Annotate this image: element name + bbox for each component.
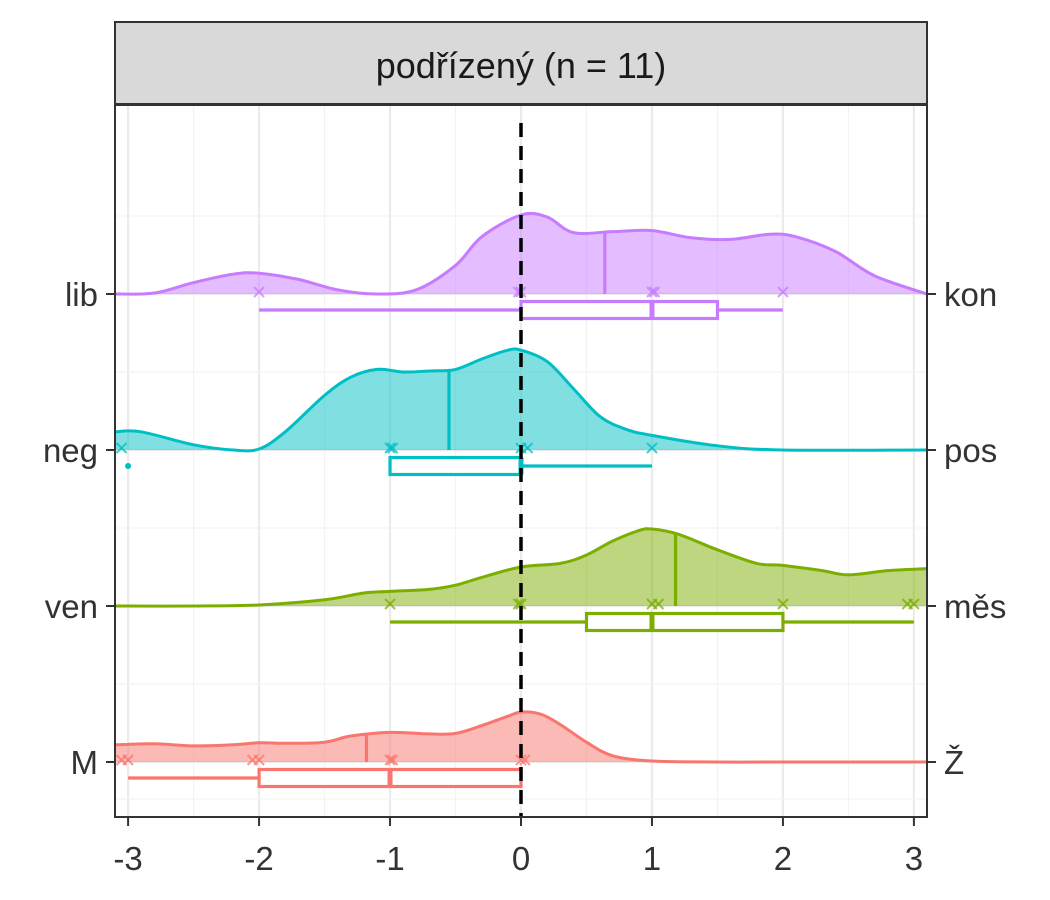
point-M-5 (386, 754, 399, 766)
point-stroke-b (521, 442, 534, 454)
box-neg (388, 455, 523, 477)
point-lib-0 (253, 286, 265, 298)
outlier-neg-0 (125, 463, 132, 469)
right-label-2: pos (944, 432, 997, 469)
point-stroke-b (652, 598, 665, 610)
point-neg-2 (386, 442, 399, 454)
left-label-0: M (71, 744, 99, 781)
point-lib-3 (646, 286, 658, 298)
point-lib-5 (777, 286, 789, 298)
density-area-lib (115, 213, 927, 295)
left-label-3: lib (65, 276, 98, 313)
point-M-1 (115, 754, 128, 766)
point-ven-4 (652, 598, 665, 610)
right-label-0: Ž (944, 744, 964, 781)
point-ven-7 (901, 598, 914, 610)
point-stroke-b (246, 754, 259, 766)
point-stroke-b (384, 442, 396, 454)
point-stroke-b (648, 286, 661, 298)
x-tick-label-4: 1 (643, 840, 661, 877)
x-tick-label-2: -1 (375, 840, 404, 877)
point-M-3 (246, 754, 259, 766)
density-line-ven (114, 527, 928, 608)
right-label-1: měs (944, 588, 1006, 625)
point-stroke-b (386, 442, 399, 454)
point-neg-4 (521, 442, 534, 454)
series-lib (114, 211, 928, 321)
x-tick-label-5: 2 (774, 840, 792, 877)
point-M-6 (515, 754, 527, 766)
panel-title: podřízený (n = 11) (376, 45, 667, 86)
x-tick-label-1: -2 (244, 840, 273, 877)
right-label-3: kon (944, 276, 997, 313)
point-stroke-b (901, 598, 914, 610)
left-label-1: ven (45, 588, 98, 625)
point-neg-5 (646, 442, 658, 454)
point-stroke-b (253, 286, 265, 298)
point-neg-0 (115, 442, 128, 454)
point-stroke-b (777, 598, 789, 610)
x-tick-label-3: 0 (512, 840, 530, 877)
point-stroke-b (115, 442, 128, 454)
point-stroke-b (384, 754, 396, 766)
x-tick-label-0: -3 (113, 840, 142, 877)
x-tick-label-6: 3 (905, 840, 923, 877)
point-stroke-b (515, 598, 527, 610)
density-line-M (114, 710, 927, 764)
point-ven-0 (384, 598, 396, 610)
left-label-2: neg (43, 432, 98, 469)
box-lib (519, 299, 720, 321)
point-stroke-b (646, 442, 658, 454)
point-stroke-b (515, 754, 527, 766)
point-stroke-b (384, 598, 396, 610)
point-stroke-b (115, 754, 128, 766)
point-M-4 (384, 754, 396, 766)
density-line-neg (114, 347, 928, 453)
point-ven-1 (515, 598, 527, 610)
density-area-M (115, 711, 927, 763)
point-stroke-b (777, 286, 789, 298)
point-stroke-b (512, 598, 525, 610)
point-stroke-b (646, 286, 658, 298)
point-stroke-b (519, 754, 531, 766)
point-lib-4 (648, 286, 661, 298)
point-stroke-b (386, 754, 399, 766)
strip-background (114, 21, 928, 105)
point-neg-1 (384, 442, 396, 454)
box-ven (584, 611, 785, 633)
point-ven-5 (777, 598, 789, 610)
